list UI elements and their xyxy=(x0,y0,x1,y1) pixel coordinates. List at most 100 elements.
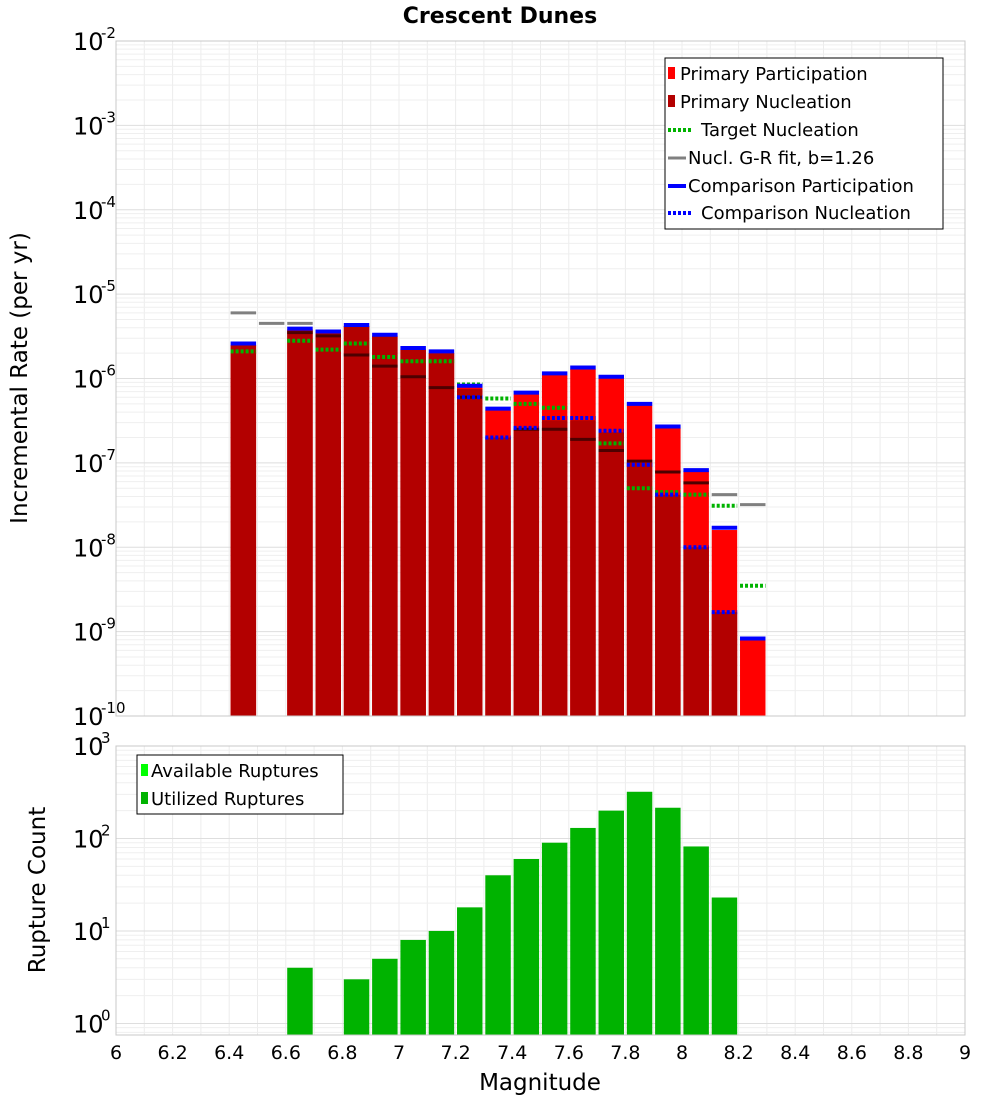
x-tick-label: 6.8 xyxy=(327,1042,357,1064)
bar-primary-nucleation xyxy=(541,420,568,716)
y-tick-label: 10 xyxy=(73,28,104,56)
legend-label-primary-participation: Primary Participation xyxy=(680,64,868,85)
x-tick-label: 7 xyxy=(393,1042,405,1064)
y-tick-label: 10 xyxy=(73,619,104,647)
bar-utilized-ruptures xyxy=(655,807,681,1035)
x-tick-label: 8.6 xyxy=(837,1042,867,1064)
legend-label-utilized-ruptures: Utilized Ruptures xyxy=(151,789,304,810)
x-tick-label: 8.2 xyxy=(723,1042,753,1064)
y-tick-label: 10 xyxy=(73,197,104,225)
x-tick-label: 7.2 xyxy=(440,1042,470,1064)
bar-utilized-ruptures xyxy=(400,939,426,1035)
bar-primary-nucleation xyxy=(655,494,681,716)
y-tick-exponent: -6 xyxy=(101,362,116,380)
chart-title: Crescent Dunes xyxy=(403,4,597,29)
top-plot-frame xyxy=(115,40,966,717)
legend-label-comparison-participation: Comparison Participation xyxy=(688,176,914,197)
bar-primary-nucleation xyxy=(485,437,511,716)
bar-utilized-ruptures xyxy=(683,846,709,1035)
legend-swatch-primary-participation xyxy=(668,67,675,79)
x-tick-label: 7.6 xyxy=(554,1042,584,1064)
y-tick-exponent: 0 xyxy=(101,1006,111,1024)
y-tick-exponent: -10 xyxy=(101,699,126,717)
x-tick-label: 9 xyxy=(959,1042,971,1064)
x-tick-label: 7.8 xyxy=(610,1042,640,1064)
y-tick-label: 10 xyxy=(73,281,104,309)
y-tick-exponent: 1 xyxy=(101,914,111,932)
bottom-legend: Available Ruptures Utilized Ruptures xyxy=(136,754,344,815)
y-tick-exponent: 2 xyxy=(101,821,111,839)
bottom-y-axis-label: Rupture Count xyxy=(25,807,51,973)
y-tick-label: 10 xyxy=(73,733,104,761)
bar-primary-nucleation xyxy=(457,389,483,716)
bar-utilized-ruptures xyxy=(457,907,483,1035)
bar-utilized-ruptures xyxy=(598,810,624,1035)
top-legend: Primary Participation Primary Nucleation… xyxy=(664,57,944,230)
legend-swatch-primary-nucleation xyxy=(668,95,675,107)
legend-swatch-available-ruptures xyxy=(141,764,148,776)
x-tick-label: 6 xyxy=(110,1042,122,1064)
bottom-legend-box xyxy=(136,754,344,815)
legend-label-primary-nucleation: Primary Nucleation xyxy=(680,92,852,113)
bar-primary-nucleation xyxy=(683,547,709,716)
bottom-plot-frame xyxy=(115,745,966,1036)
bar-primary-nucleation xyxy=(287,329,313,716)
bar-primary-nucleation xyxy=(372,335,398,716)
legend-swatch-utilized-ruptures xyxy=(141,792,148,804)
top-y-tick-labels: 10-210-310-410-510-610-710-810-910-10 xyxy=(73,24,126,731)
bottom-series-marks xyxy=(287,791,738,1035)
bar-primary-nucleation xyxy=(428,353,455,716)
bar-primary-nucleation xyxy=(626,462,653,716)
bar-primary-nucleation xyxy=(343,325,370,716)
bar-utilized-ruptures xyxy=(343,979,370,1035)
bar-utilized-ruptures xyxy=(485,875,511,1035)
legend-label-available-ruptures: Available Ruptures xyxy=(151,761,319,782)
x-tick-label: 8 xyxy=(676,1042,688,1064)
bar-primary-nucleation xyxy=(598,432,624,716)
bar-primary-nucleation xyxy=(711,612,738,716)
x-tick-label: 6.6 xyxy=(271,1042,301,1064)
y-tick-label: 10 xyxy=(73,825,104,853)
top-y-axis-label: Incremental Rate (per yr) xyxy=(7,232,33,524)
legend-label-target-nucleation: Target Nucleation xyxy=(700,120,859,141)
bar-primary-nucleation xyxy=(230,344,257,716)
x-tick-label: 6.2 xyxy=(157,1042,187,1064)
bar-utilized-ruptures xyxy=(570,827,596,1035)
bar-utilized-ruptures xyxy=(711,897,738,1035)
bar-primary-nucleation xyxy=(513,429,540,716)
top-legend-box xyxy=(664,57,944,230)
bar-primary-nucleation xyxy=(570,420,596,716)
y-tick-exponent: -4 xyxy=(101,193,116,211)
x-tick-label: 8.4 xyxy=(780,1042,810,1064)
y-tick-exponent: 3 xyxy=(101,729,111,747)
bar-utilized-ruptures xyxy=(513,858,540,1035)
y-tick-exponent: -2 xyxy=(101,24,116,42)
legend-label-gr-fit: Nucl. G-R fit, b=1.26 xyxy=(688,148,874,169)
y-tick-label: 10 xyxy=(73,1010,104,1038)
y-tick-label: 10 xyxy=(73,366,104,394)
top-series-marks xyxy=(230,311,766,716)
y-tick-exponent: -3 xyxy=(101,108,116,126)
y-tick-exponent: -5 xyxy=(101,277,116,295)
y-tick-exponent: -7 xyxy=(101,446,116,464)
top-grid xyxy=(116,41,965,717)
bar-utilized-ruptures xyxy=(287,967,313,1035)
y-tick-label: 10 xyxy=(73,918,104,946)
y-tick-label: 10 xyxy=(73,534,104,562)
y-tick-label: 10 xyxy=(73,703,104,731)
x-axis-label: Magnitude xyxy=(479,1070,601,1096)
bar-utilized-ruptures xyxy=(372,958,398,1035)
y-tick-exponent: -9 xyxy=(101,615,116,633)
bar-utilized-ruptures xyxy=(626,791,653,1035)
bar-primary-nucleation xyxy=(315,332,341,716)
x-tick-label: 6.4 xyxy=(214,1042,244,1064)
y-tick-label: 10 xyxy=(73,450,104,478)
y-tick-exponent: -8 xyxy=(101,530,116,548)
x-tick-labels: 6 6.2 6.4 6.6 6.8 7 7.2 7.4 7.6 7.8 8 8.2 8.4 8.6 8.8 9 xyxy=(110,1042,971,1064)
legend-label-comparison-nucleation: Comparison Nucleation xyxy=(701,203,911,224)
bar-primary-nucleation xyxy=(400,349,426,716)
bar-primary-participation xyxy=(740,639,766,716)
